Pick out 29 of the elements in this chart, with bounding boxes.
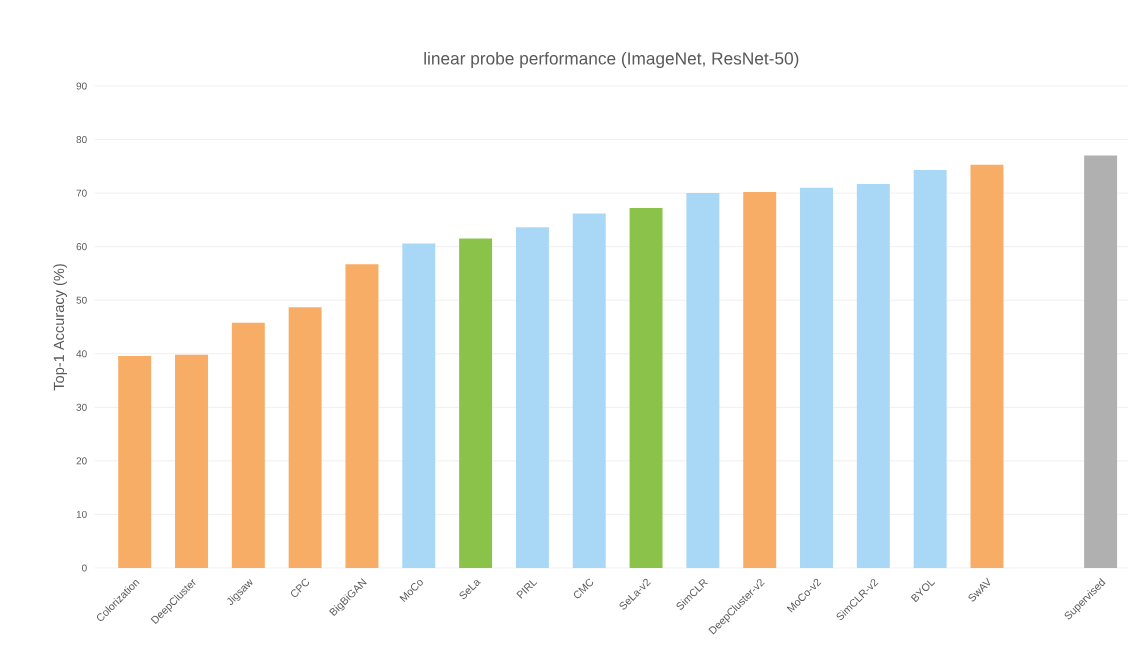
y-tick-label: 70 xyxy=(76,189,87,197)
bar xyxy=(686,193,720,568)
bar xyxy=(175,354,208,568)
bar xyxy=(913,170,947,568)
y-tick-label: 30 xyxy=(76,403,87,411)
y-tick-label: 50 xyxy=(76,296,87,304)
bar xyxy=(629,208,663,568)
bar xyxy=(800,187,833,568)
y-tick-label: 60 xyxy=(76,243,87,251)
y-tick-label: 80 xyxy=(76,136,87,144)
bar xyxy=(459,238,493,568)
bar xyxy=(856,183,890,568)
y-tick-label: 90 xyxy=(76,82,87,90)
bar xyxy=(231,322,265,568)
y-tick-label: 10 xyxy=(76,510,87,518)
bar xyxy=(345,264,379,568)
y-tick-label: 0 xyxy=(82,564,87,572)
y-tick-label: 20 xyxy=(76,457,87,465)
y-axis-title: Top-1 Accuracy (%) xyxy=(53,264,67,391)
chart-title: linear probe performance (ImageNet, ResNet-50) xyxy=(424,51,799,68)
bar xyxy=(743,192,777,568)
y-tick-label: 40 xyxy=(76,350,87,358)
bar xyxy=(515,227,549,568)
bar xyxy=(970,164,1004,568)
bar xyxy=(288,307,322,568)
bar xyxy=(402,243,436,568)
bar xyxy=(1084,155,1118,568)
bar xyxy=(118,355,152,568)
bar xyxy=(572,213,606,568)
